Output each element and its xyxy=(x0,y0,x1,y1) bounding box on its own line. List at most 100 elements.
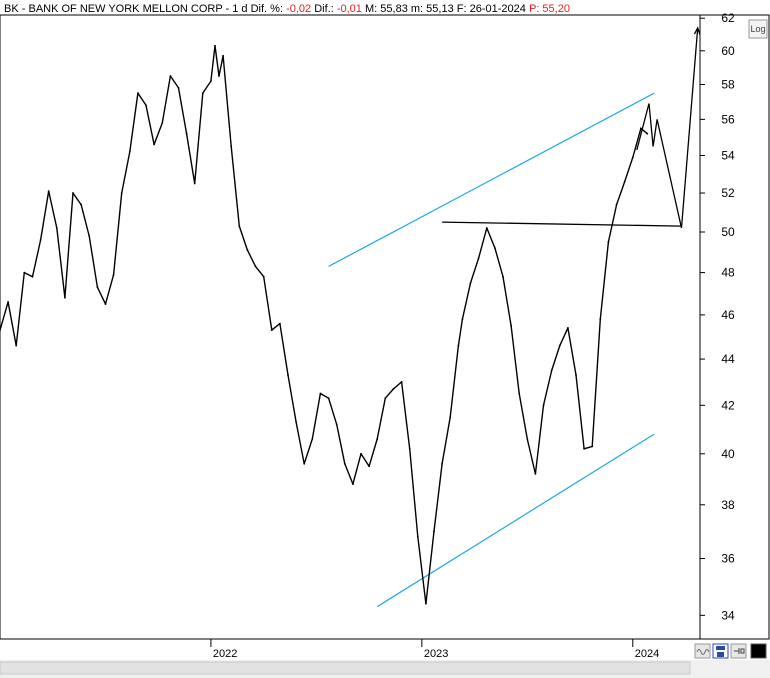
price-point xyxy=(31,275,34,278)
price-point xyxy=(218,75,220,77)
price-point xyxy=(303,462,306,465)
price-point xyxy=(295,421,297,423)
price-point xyxy=(210,80,212,82)
price-point xyxy=(214,44,216,47)
header-price-label: P: xyxy=(529,3,539,15)
price-point xyxy=(360,452,362,455)
y-tick-label: 54 xyxy=(721,149,735,163)
price-point xyxy=(526,438,529,440)
projection-path xyxy=(636,27,699,229)
price-point xyxy=(15,344,18,347)
save-button[interactable] xyxy=(712,643,729,659)
price-point xyxy=(137,92,139,94)
price-point xyxy=(408,447,411,450)
price-point xyxy=(599,318,602,321)
price-point xyxy=(39,239,42,241)
price-point xyxy=(558,344,561,347)
price-point xyxy=(646,132,649,135)
price-point xyxy=(80,203,82,206)
price-point xyxy=(287,374,289,376)
price-point xyxy=(591,445,594,448)
price-point xyxy=(311,438,314,440)
y-tick-label: 38 xyxy=(721,498,735,512)
y-tick-label: 58 xyxy=(721,77,735,91)
x-axis-ticks: 2022 2023 2024 xyxy=(210,639,659,660)
price-point xyxy=(145,104,147,107)
header-name: BANK OF NEW YORK MELLON CORP xyxy=(28,3,222,15)
price-point xyxy=(368,465,370,468)
price-point xyxy=(567,327,569,329)
header-max-label: M: xyxy=(365,3,377,15)
y-tick-label: 42 xyxy=(721,398,735,412)
pin-icon xyxy=(734,648,745,654)
price-point xyxy=(104,303,107,305)
price-point xyxy=(550,369,553,372)
price-point xyxy=(631,156,634,159)
y-tick-label: 48 xyxy=(721,266,735,280)
price-point xyxy=(279,322,281,325)
bottom-toolbar xyxy=(0,643,770,678)
price-point xyxy=(343,462,346,465)
header-max: 55,83 xyxy=(380,3,408,15)
projection-arrowhead xyxy=(693,26,701,35)
horizontal-scrollbar[interactable] xyxy=(0,661,691,675)
price-point xyxy=(246,249,249,252)
price-point xyxy=(72,192,74,194)
price-point xyxy=(7,301,9,303)
y-axis-panel xyxy=(699,14,770,640)
zoom-wave-button[interactable] xyxy=(694,643,711,659)
price-point xyxy=(55,227,58,229)
color-swatch-button[interactable] xyxy=(750,643,767,659)
price-point xyxy=(425,602,427,605)
plot-layer xyxy=(0,26,701,608)
pin-button[interactable] xyxy=(730,643,747,659)
price-point xyxy=(96,286,99,289)
y-tick-label: 44 xyxy=(721,352,735,366)
price-point xyxy=(222,54,225,57)
price-point xyxy=(0,329,1,331)
price-point xyxy=(238,225,241,228)
price-point xyxy=(47,190,50,193)
header-min: 55,13 xyxy=(426,3,454,15)
price-point xyxy=(201,92,204,94)
price-point xyxy=(120,192,123,194)
price-point xyxy=(469,282,472,284)
price-point xyxy=(169,75,172,77)
y-tick-label: 46 xyxy=(721,308,735,322)
price-point xyxy=(230,145,233,148)
y-tick-label: 56 xyxy=(721,112,735,126)
price-point xyxy=(64,296,66,299)
price-point xyxy=(23,271,26,274)
price-point xyxy=(327,397,330,400)
price-point xyxy=(575,374,577,376)
y-tick-label: 40 xyxy=(721,447,735,461)
header-interval: 1 d xyxy=(232,3,247,15)
channel-line xyxy=(328,92,655,267)
y-tick-label: 36 xyxy=(721,552,735,566)
header-date-label: F: xyxy=(457,3,467,15)
header-ticker: BK xyxy=(4,3,19,15)
price-point xyxy=(352,483,354,485)
price-point xyxy=(254,265,257,268)
price-point xyxy=(534,473,537,475)
price-point xyxy=(376,438,379,440)
header-dif-pct: -0,02 xyxy=(286,3,311,15)
price-point xyxy=(502,275,504,278)
price-point xyxy=(392,388,395,390)
price-point xyxy=(449,416,452,419)
support-line xyxy=(442,221,682,227)
price-point xyxy=(335,423,338,426)
price-point xyxy=(416,535,419,538)
price-point xyxy=(112,273,115,276)
price-point xyxy=(128,150,131,153)
price-point xyxy=(153,143,156,146)
price-point xyxy=(485,227,488,229)
wave-icon xyxy=(696,649,710,655)
log-scale-button[interactable]: Log xyxy=(748,19,768,39)
price-point xyxy=(433,530,435,533)
price-point xyxy=(461,318,464,321)
header-dif-pct-label: Dif. %: xyxy=(251,3,283,15)
log-button-label: Log xyxy=(750,24,765,34)
header-min-label: m: xyxy=(411,3,423,15)
